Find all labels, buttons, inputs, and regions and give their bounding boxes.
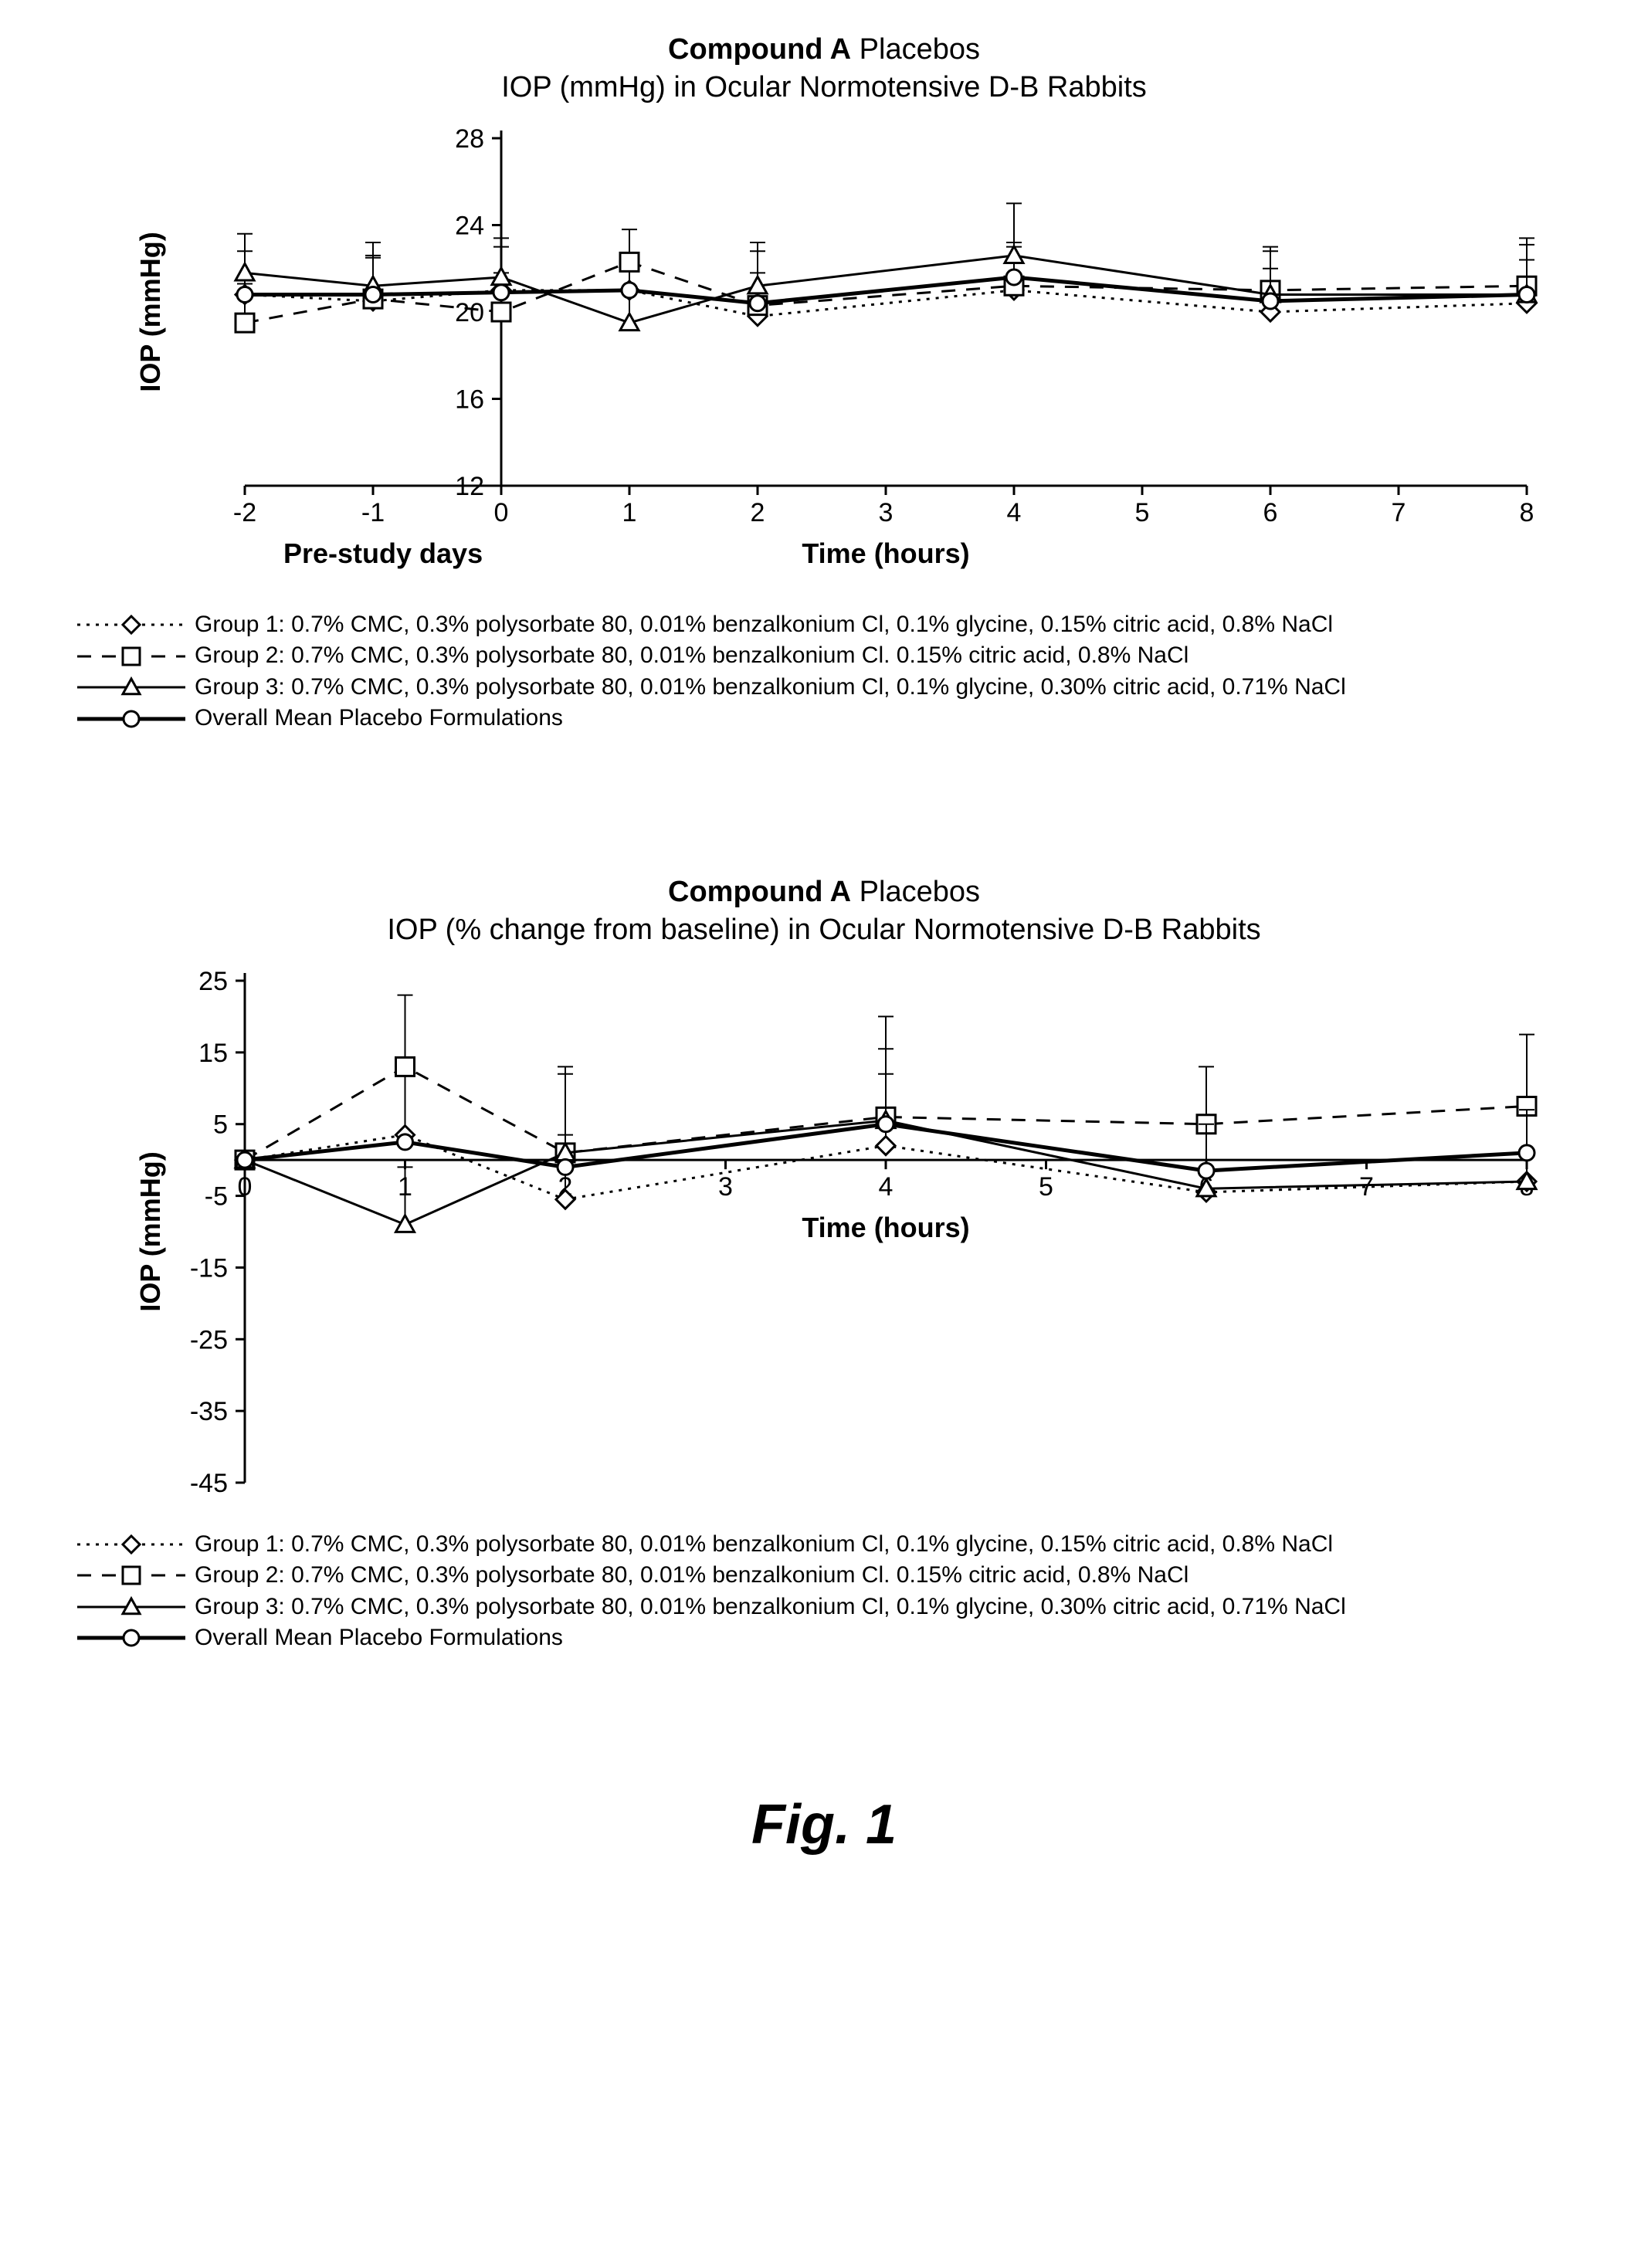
legend-row-group3: Group 3: 0.7% CMC, 0.3% polysorbate 80, … [77,672,1617,703]
svg-text:Time (hours): Time (hours) [802,1212,969,1243]
chart2-legend: Group 1: 0.7% CMC, 0.3% polysorbate 80, … [77,1529,1617,1654]
chart1-title: Compound A Placebos IOP (mmHg) in Ocular… [31,31,1617,107]
legend-sample-overall [77,1626,185,1649]
svg-text:-1: -1 [361,498,385,527]
legend-row-group1: Group 1: 0.7% CMC, 0.3% polysorbate 80, … [77,609,1617,641]
legend-row-overall: Overall Mean Placebo Formulations [77,1622,1617,1654]
chart2-subtitle: IOP (% change from baseline) in Ocular N… [387,914,1260,946]
svg-text:5: 5 [213,1110,228,1139]
chart2-title-bold: Compound A [668,876,851,908]
svg-text:0: 0 [494,498,509,527]
svg-text:12: 12 [455,472,484,501]
svg-text:IOP (mmHg): IOP (mmHg) [134,232,166,392]
chart2-title-rest: Placebos [851,876,980,908]
legend-row-group1: Group 1: 0.7% CMC, 0.3% polysorbate 80, … [77,1529,1617,1561]
legend-sample-overall [77,707,185,731]
chart1-title-rest: Placebos [851,33,980,66]
svg-text:0: 0 [238,1172,253,1202]
chart1-legend: Group 1: 0.7% CMC, 0.3% polysorbate 80, … [77,609,1617,734]
svg-text:-45: -45 [190,1469,228,1498]
svg-text:-2: -2 [233,498,256,527]
legend-sample-group3 [77,1595,185,1619]
svg-text:2: 2 [751,498,765,527]
svg-text:7: 7 [1392,498,1406,527]
legend-row-overall: Overall Mean Placebo Formulations [77,703,1617,734]
svg-text:-35: -35 [190,1397,228,1426]
chart1-block: Compound A Placebos IOP (mmHg) in Ocular… [31,31,1617,734]
svg-text:1: 1 [622,498,637,527]
svg-text:IOP (mmHg): IOP (mmHg) [134,1151,166,1311]
legend-label-overall: Overall Mean Placebo Formulations [195,703,563,734]
svg-text:4: 4 [1007,498,1022,527]
legend-sample-group2 [77,645,185,668]
svg-text:25: 25 [198,967,228,996]
svg-text:5: 5 [1135,498,1150,527]
legend-label-group1: Group 1: 0.7% CMC, 0.3% polysorbate 80, … [195,1529,1333,1561]
legend-label-group1: Group 1: 0.7% CMC, 0.3% polysorbate 80, … [195,609,1333,641]
svg-text:Pre-study days: Pre-study days [283,537,483,569]
svg-text:6: 6 [1263,498,1278,527]
figure-caption: Fig. 1 [31,1793,1617,1856]
legend-label-group2: Group 2: 0.7% CMC, 0.3% polysorbate 80, … [195,1560,1189,1592]
legend-sample-group2 [77,1564,185,1587]
legend-label-group3: Group 3: 0.7% CMC, 0.3% polysorbate 80, … [195,672,1346,703]
chart2-svg: -45-35-25-15-551525012345678Time (hours)… [90,958,1558,1514]
legend-sample-group3 [77,676,185,699]
svg-text:16: 16 [455,385,484,414]
svg-text:-5: -5 [205,1181,228,1211]
legend-sample-group1 [77,613,185,636]
svg-text:5: 5 [1039,1172,1053,1202]
legend-label-group3: Group 3: 0.7% CMC, 0.3% polysorbate 80, … [195,1592,1346,1623]
chart1-subtitle: IOP (mmHg) in Ocular Normotensive D-B Ra… [501,71,1147,103]
figure-container: Compound A Placebos IOP (mmHg) in Ocular… [31,31,1617,1856]
svg-text:-15: -15 [190,1253,228,1283]
svg-text:24: 24 [455,211,484,240]
legend-label-group2: Group 2: 0.7% CMC, 0.3% polysorbate 80, … [195,640,1189,672]
svg-text:4: 4 [879,1172,894,1202]
legend-row-group3: Group 3: 0.7% CMC, 0.3% polysorbate 80, … [77,1592,1617,1623]
svg-text:15: 15 [198,1038,228,1067]
legend-sample-group1 [77,1533,185,1556]
legend-row-group2: Group 2: 0.7% CMC, 0.3% polysorbate 80, … [77,1560,1617,1592]
svg-text:-25: -25 [190,1325,228,1354]
svg-text:20: 20 [455,298,484,327]
svg-text:8: 8 [1520,498,1534,527]
svg-text:3: 3 [879,498,894,527]
legend-row-group2: Group 2: 0.7% CMC, 0.3% polysorbate 80, … [77,640,1617,672]
chart1-svg: 1216202428-2-1012345678Time (hours)Pre-s… [90,115,1558,594]
svg-text:3: 3 [718,1172,733,1202]
svg-text:Time (hours): Time (hours) [802,537,969,569]
legend-label-overall: Overall Mean Placebo Formulations [195,1622,563,1654]
chart2-block: Compound A Placebos IOP (% change from b… [31,873,1617,1654]
chart2-title: Compound A Placebos IOP (% change from b… [31,873,1617,950]
svg-text:28: 28 [455,124,484,154]
chart1-title-bold: Compound A [668,33,851,66]
